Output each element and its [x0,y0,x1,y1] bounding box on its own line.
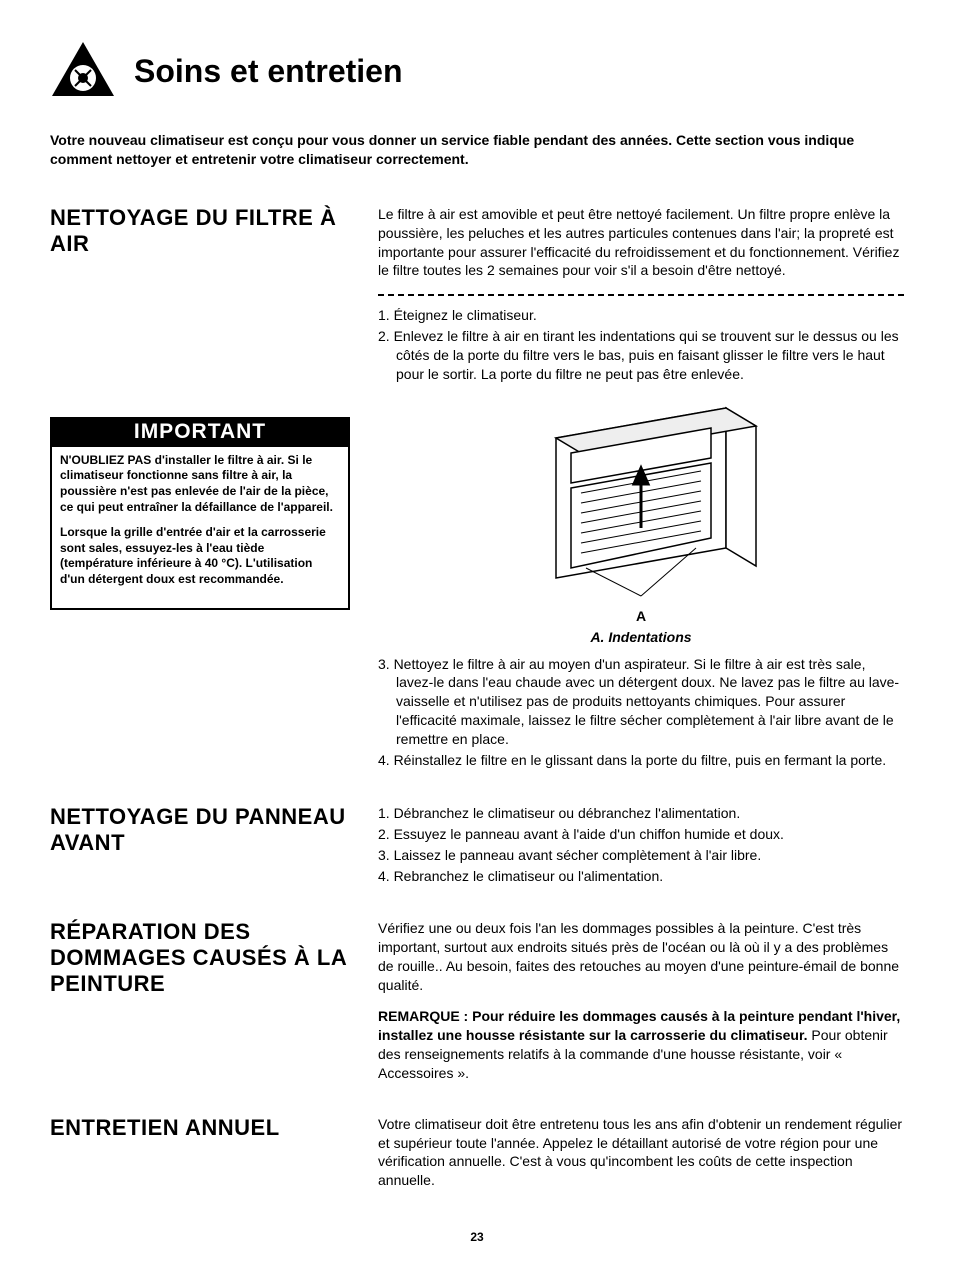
heading-front-panel: NETTOYAGE DU PANNEAU AVANT [50,804,350,856]
step-1: 1. Éteignez le climatiseur. [378,306,904,325]
page-number: 23 [50,1230,904,1244]
step-4: 4. Réinstallez le filtre en le glissant … [378,751,904,770]
section-air-filter: NETTOYAGE DU FILTRE À AIR IMPORTANT N'OU… [50,205,904,772]
maintenance-triangle-icon [50,40,116,103]
important-p1: N'OUBLIEZ PAS d'installer le filtre à ai… [60,453,340,515]
section-annual: ENTRETIEN ANNUEL Votre climatiseur doit … [50,1115,904,1191]
important-title: IMPORTANT [52,419,348,447]
annual-para: Votre climatiseur doit être entretenu to… [378,1115,904,1191]
paint-para: Vérifiez une ou deux fois l'an les domma… [378,919,904,995]
air-filter-intro: Le filtre à air est amovible et peut êtr… [378,205,904,281]
panel-step-1: 1. Débranchez le climatiseur ou débranch… [378,804,904,823]
step-3: 3. Nettoyez le filtre à air au moyen d'u… [378,655,904,749]
panel-step-3: 3. Laissez le panneau avant sécher compl… [378,846,904,865]
heading-air-filter: NETTOYAGE DU FILTRE À AIR [50,205,350,257]
figure-label: A [378,607,904,626]
panel-step-2: 2. Essuyez le panneau avant à l'aide d'u… [378,825,904,844]
panel-step-4: 4. Rebranchez le climatiseur ou l'alimen… [378,867,904,886]
filter-figure: A A. Indentations [378,398,904,647]
important-p2: Lorsque la grille d'entrée d'air et la c… [60,525,340,587]
page-header: Soins et entretien [50,40,904,103]
heading-annual: ENTRETIEN ANNUEL [50,1115,350,1141]
important-box: IMPORTANT N'OUBLIEZ PAS d'installer le f… [50,417,350,610]
heading-paint-repair: RÉPARATION DES DOMMAGES CAUSÉS À LA PEIN… [50,919,350,997]
page-title: Soins et entretien [134,53,403,90]
figure-caption: A. Indentations [378,628,904,647]
dashed-divider [378,294,904,296]
section-paint-repair: RÉPARATION DES DOMMAGES CAUSÉS À LA PEIN… [50,919,904,1082]
step-2: 2. Enlevez le filtre à air en tirant les… [378,327,904,384]
section-front-panel: NETTOYAGE DU PANNEAU AVANT 1. Débranchez… [50,804,904,888]
ac-unit-illustration [496,398,786,598]
paint-remark: REMARQUE : Pour réduire les dommages cau… [378,1007,904,1083]
intro-paragraph: Votre nouveau climatiseur est conçu pour… [50,131,904,169]
